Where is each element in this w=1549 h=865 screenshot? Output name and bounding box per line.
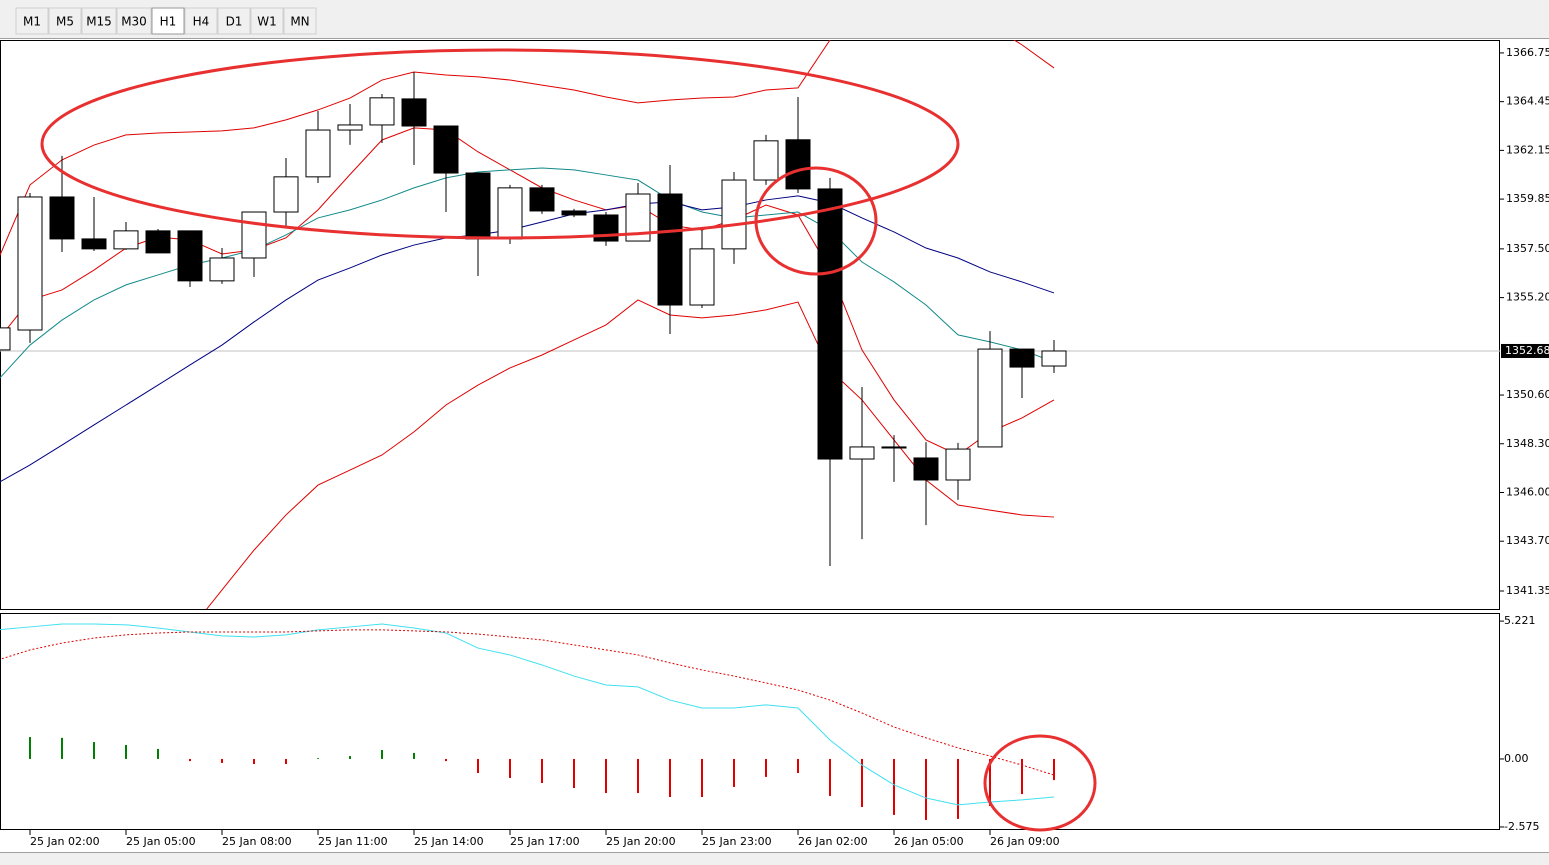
candle-body bbox=[1009, 348, 1035, 368]
candle-body bbox=[177, 230, 203, 282]
indicator-line bbox=[0, 623, 1055, 806]
timeframe-button[interactable] bbox=[283, 7, 317, 35]
timeframe-label[interactable]: M5 bbox=[56, 15, 74, 29]
y-tick-label: 1343.70 bbox=[1506, 534, 1549, 547]
current-price-label: 1352.68 bbox=[1505, 344, 1549, 357]
candle-body bbox=[337, 124, 363, 131]
indicator-line bbox=[0, 195, 1055, 483]
candle-body bbox=[0, 327, 11, 351]
y-tick-label: 1357.50 bbox=[1506, 242, 1549, 255]
candle-body bbox=[49, 196, 75, 240]
timeframe-button[interactable] bbox=[48, 7, 82, 35]
price-plot bbox=[0, 40, 1500, 609]
candle-body bbox=[817, 188, 843, 460]
y-tick-label: 1366.75 bbox=[1506, 46, 1549, 59]
candle-body bbox=[401, 98, 427, 127]
candle-body bbox=[113, 230, 139, 250]
timeframe-label[interactable]: W1 bbox=[257, 15, 277, 29]
timeframe-label[interactable]: MN bbox=[290, 15, 309, 29]
indicator-line bbox=[0, 40, 1055, 257]
candle-body bbox=[241, 211, 267, 259]
y-tick-label: 1359.85 bbox=[1506, 192, 1549, 205]
timeframe-label[interactable]: M30 bbox=[121, 15, 147, 29]
candle-body bbox=[17, 196, 43, 331]
x-tick-label: 25 Jan 05:00 bbox=[126, 835, 196, 848]
candle-body bbox=[753, 140, 779, 181]
timeframe-button[interactable] bbox=[116, 7, 152, 35]
y-tick-label: 5.221 bbox=[1504, 614, 1536, 627]
annotation-ellipse bbox=[40, 48, 960, 240]
candle-body bbox=[465, 172, 491, 240]
tab-strip bbox=[0, 852, 1549, 865]
indicator-line bbox=[0, 629, 1055, 776]
timeframe-label[interactable]: D1 bbox=[226, 15, 243, 29]
annotation-ellipse bbox=[754, 166, 878, 276]
candle-body bbox=[433, 125, 459, 174]
timeframe-button[interactable] bbox=[81, 7, 117, 35]
indicator-panel bbox=[0, 613, 1500, 830]
x-tick-label: 25 Jan 08:00 bbox=[222, 835, 292, 848]
timeframe-button[interactable] bbox=[151, 7, 185, 35]
x-tick-label: 26 Jan 02:00 bbox=[798, 835, 868, 848]
candle-body bbox=[305, 129, 331, 178]
candle-body bbox=[689, 248, 715, 306]
indicator-plot bbox=[0, 623, 1055, 820]
candle-body bbox=[945, 448, 971, 481]
candle-body bbox=[497, 187, 523, 240]
candle-body bbox=[529, 187, 555, 212]
timeframe-button[interactable] bbox=[250, 7, 284, 35]
x-tick-label: 25 Jan 20:00 bbox=[606, 835, 676, 848]
timeframe-button[interactable] bbox=[217, 7, 251, 35]
candle-body bbox=[657, 193, 683, 306]
x-tick-label: 26 Jan 09:00 bbox=[990, 835, 1060, 848]
candle-body bbox=[81, 238, 107, 250]
timeframe-button[interactable] bbox=[15, 7, 49, 35]
timeframe-label[interactable]: M15 bbox=[86, 15, 112, 29]
timeframe-bar: M1 M5 M15 M30 H1 H4 D1 W1 MN bbox=[15, 7, 317, 35]
y-tick-label: 1350.60 bbox=[1506, 388, 1549, 401]
candle-body bbox=[721, 179, 747, 250]
x-tick-label: 25 Jan 11:00 bbox=[318, 835, 388, 848]
axes: 1366.75 1364.45 1362.15 1359.85 1357.50 1355.… bbox=[29, 46, 1549, 848]
candle-body bbox=[209, 257, 235, 282]
timeframe-button[interactable] bbox=[184, 7, 218, 35]
y-tick-label: 1364.45 bbox=[1506, 95, 1549, 108]
timeframe-label[interactable]: H4 bbox=[193, 15, 210, 29]
timeframe-label[interactable]: H1 bbox=[160, 15, 177, 29]
current-price-box bbox=[1501, 343, 1549, 358]
candle-body bbox=[849, 446, 875, 460]
y-tick-label: 1355.20 bbox=[1506, 291, 1549, 304]
y-tick-label: 1348.30 bbox=[1506, 437, 1549, 450]
indicator-line bbox=[206, 299, 1055, 609]
annotations bbox=[40, 48, 1097, 832]
price-panel bbox=[0, 40, 1500, 610]
y-tick-label: -2.575 bbox=[1504, 820, 1539, 833]
candle-body bbox=[785, 139, 811, 190]
timeframe-label[interactable]: M1 bbox=[23, 15, 41, 29]
candle-body bbox=[561, 210, 587, 216]
indicator-line bbox=[0, 167, 1055, 379]
x-tick-label: 25 Jan 23:00 bbox=[702, 835, 772, 848]
candle-body bbox=[913, 457, 939, 481]
indicator-line bbox=[0, 127, 1055, 456]
y-tick-label: 1362.15 bbox=[1506, 143, 1549, 156]
x-tick-label: 25 Jan 17:00 bbox=[510, 835, 580, 848]
candle-body bbox=[369, 97, 395, 126]
x-tick-label: 25 Jan 02:00 bbox=[30, 835, 100, 848]
annotation-ellipse bbox=[983, 734, 1097, 832]
x-tick-label: 26 Jan 05:00 bbox=[894, 835, 964, 848]
candle-body bbox=[1041, 350, 1067, 367]
y-tick-label: 1346.00 bbox=[1506, 485, 1549, 498]
candle-body bbox=[977, 348, 1003, 448]
candle-body bbox=[145, 230, 171, 254]
x-tick-label: 25 Jan 14:00 bbox=[414, 835, 484, 848]
candle-body bbox=[881, 446, 907, 449]
candle-body bbox=[273, 176, 299, 213]
y-tick-label: 1341.35 bbox=[1506, 584, 1549, 597]
y-tick-label: 0.00 bbox=[1504, 752, 1529, 765]
